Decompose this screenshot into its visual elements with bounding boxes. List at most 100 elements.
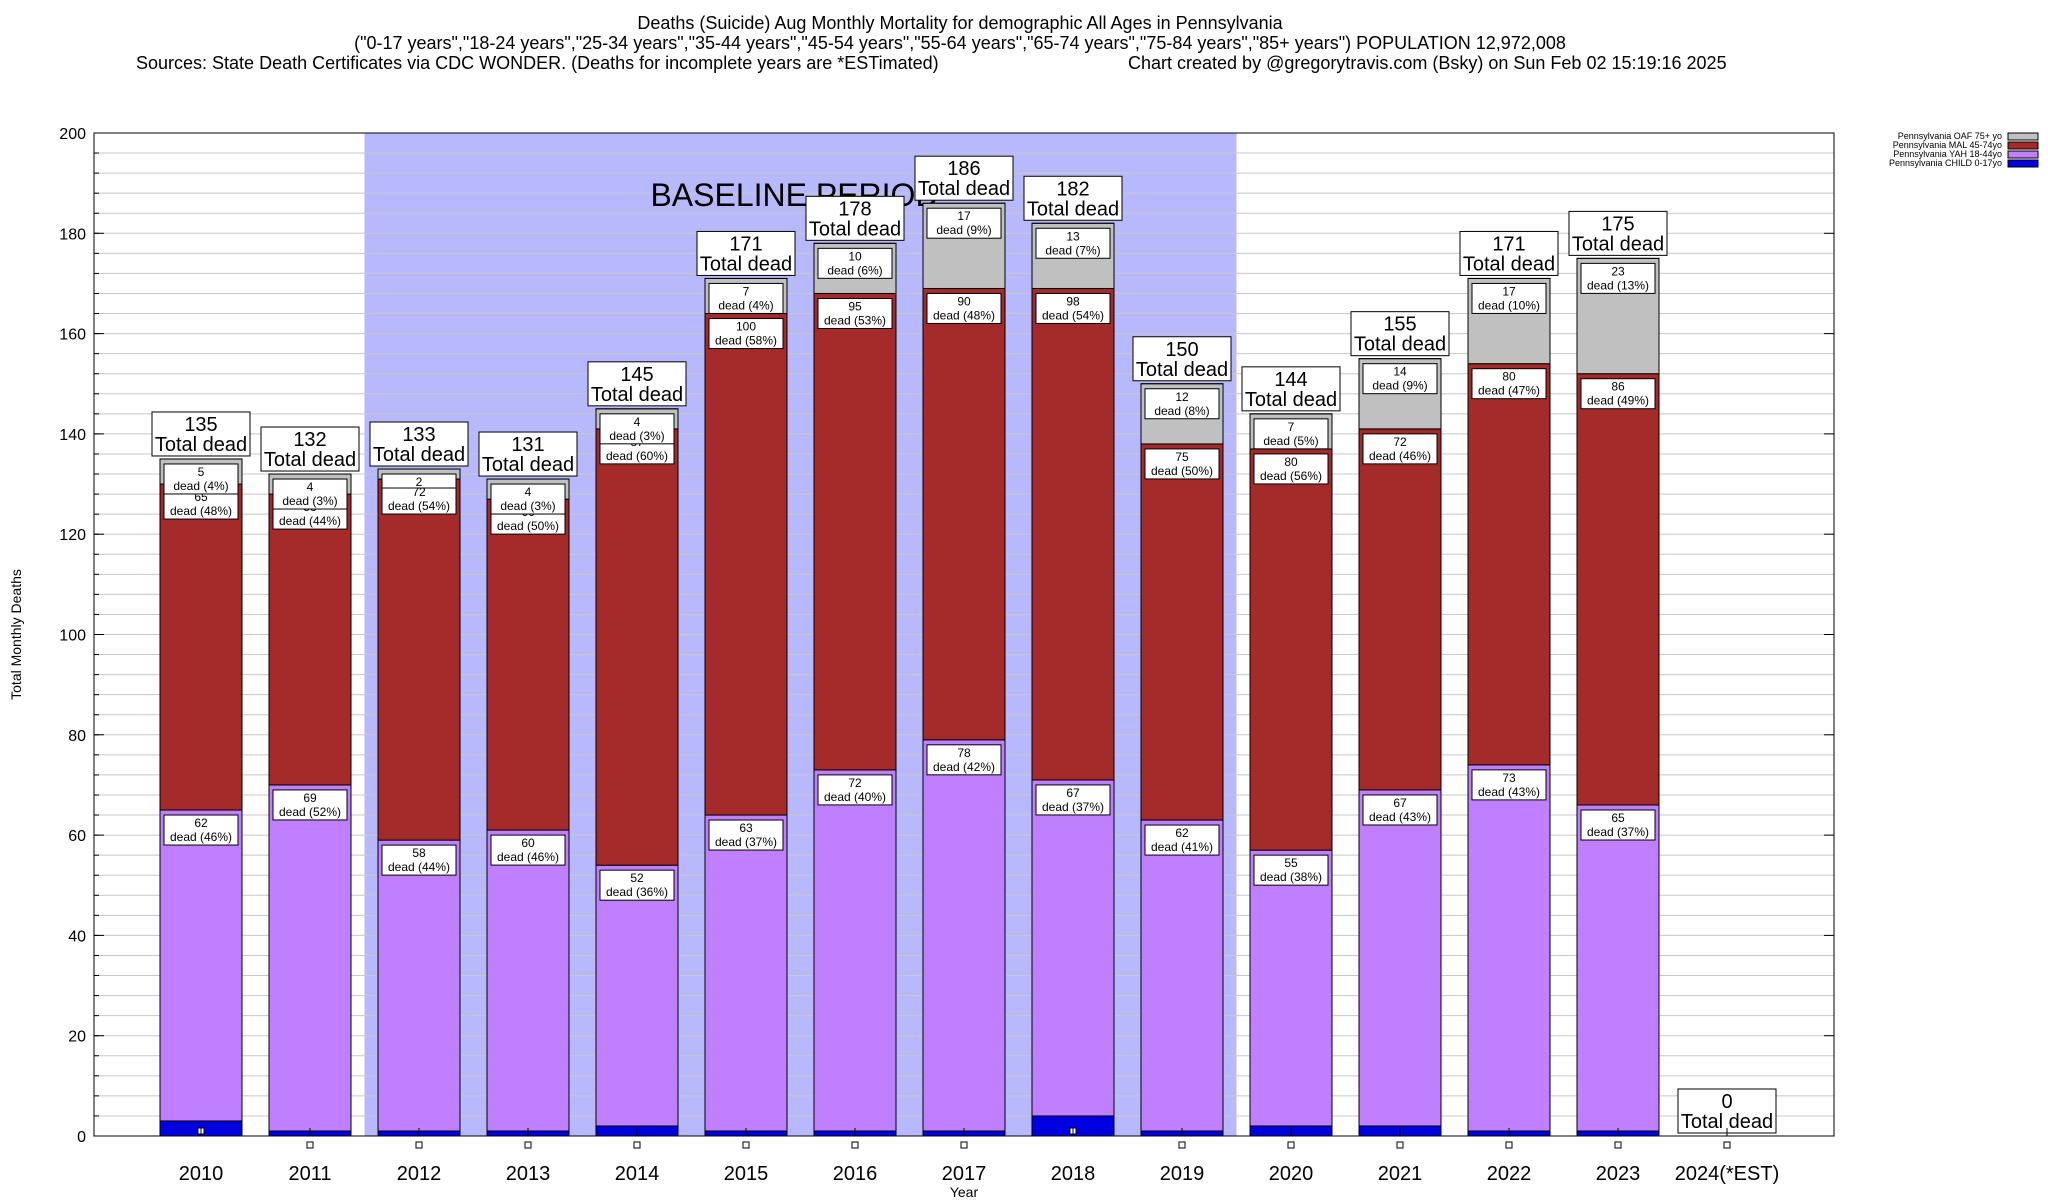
total-label-box <box>587 361 687 407</box>
total-label-text: Total dead <box>264 449 356 471</box>
y-tick-label: 160 <box>59 327 86 344</box>
segment-label-value: 78 <box>957 746 971 760</box>
y-tick-label: 140 <box>59 427 86 444</box>
x-axis-label: Year <box>950 1184 979 1200</box>
total-label-text: Total dead <box>373 444 465 466</box>
bar-segment <box>704 313 788 816</box>
bar-segment <box>1249 849 1333 1127</box>
segment-label-value: 7 <box>743 284 750 298</box>
chart-sources: Sources: State Death Certificates via CD… <box>136 53 939 73</box>
segment-label-value: 10 <box>848 249 862 263</box>
bar-segment <box>1467 363 1551 766</box>
bar-marker <box>306 1141 314 1149</box>
bar-segment <box>1140 443 1224 821</box>
total-label-box <box>805 195 905 241</box>
chart-credit: Chart created by @gregorytravis.com (Bsk… <box>1128 53 1727 73</box>
total-label-value: 155 <box>1383 314 1416 336</box>
segment-label-percent: dead (9%) <box>1372 379 1427 393</box>
legend-swatch <box>2007 150 2039 159</box>
total-label-value: 178 <box>838 198 871 220</box>
legend-label: Pennsylvania YAH 18-44yo <box>1893 149 2002 159</box>
total-label-value: 182 <box>1056 178 1089 200</box>
total-label-box <box>914 155 1014 201</box>
total-label-text: Total dead <box>918 178 1010 200</box>
bar-marker <box>633 1141 641 1149</box>
segment-label-percent: dead (4%) <box>718 298 773 312</box>
segment-label-percent: dead (3%) <box>282 494 337 508</box>
segment-label-percent: dead (47%) <box>1478 384 1540 398</box>
segment-label-percent: dead (37%) <box>715 835 777 849</box>
segment-label-box <box>926 207 1002 239</box>
segment-label-box <box>817 297 893 329</box>
segment-label-percent: dead (52%) <box>279 805 341 819</box>
segment-label-value: 63 <box>739 821 753 835</box>
bar-marker <box>1505 1141 1513 1149</box>
x-tick-label: 2015 <box>724 1163 769 1185</box>
x-tick-label: 2016 <box>833 1163 878 1185</box>
segment-label-percent: dead (43%) <box>1478 785 1540 799</box>
bar-segment <box>595 428 679 866</box>
segment-label-box <box>1471 769 1547 801</box>
segment-label-percent: dead (50%) <box>1151 464 1213 478</box>
y-tick-label: 200 <box>59 126 86 143</box>
segment-label-percent: dead (6%) <box>827 263 882 277</box>
bar-segment <box>1031 779 1115 1117</box>
segment-label-box <box>1144 824 1220 856</box>
segment-label-value: 2 <box>416 475 423 489</box>
segment-label-percent: dead (56%) <box>1260 469 1322 483</box>
total-label-text: Total dead <box>1463 253 1555 275</box>
total-label-text: Total dead <box>591 384 683 406</box>
segment-label-value: 60 <box>521 836 535 850</box>
segment-label-percent: dead (4%) <box>173 479 228 493</box>
x-tick-label: 2022 <box>1487 1163 1532 1185</box>
segment-label-value: 62 <box>194 816 208 830</box>
total-label-value: 133 <box>402 424 435 446</box>
segment-label-percent: dead (58%) <box>715 334 777 348</box>
bar-segment <box>268 784 352 1132</box>
total-label-value: 0 <box>1721 1091 1732 1113</box>
segment-label-box <box>817 247 893 279</box>
segment-label-percent: dead (44%) <box>388 860 450 874</box>
segment-label-box <box>708 282 784 314</box>
total-label-text: Total dead <box>1136 359 1228 381</box>
total-label-text: Total dead <box>1245 389 1337 411</box>
bar-segment <box>704 814 788 1132</box>
segment-label-percent: dead (7%) <box>1045 243 1100 257</box>
segment-label-value: 69 <box>303 791 317 805</box>
segment-label-box <box>1253 453 1329 485</box>
y-tick-label: 180 <box>59 226 86 243</box>
total-label-box <box>1568 210 1668 256</box>
total-label-box <box>369 421 469 467</box>
bar-segment <box>1358 428 1442 791</box>
total-label-text: Total dead <box>155 434 247 456</box>
segment-label-box <box>1144 448 1220 480</box>
total-label-text: Total dead <box>700 253 792 275</box>
bar-segment <box>1140 819 1224 1132</box>
segment-label-box <box>1253 418 1329 450</box>
segment-label-box <box>1362 794 1438 826</box>
segment-label-value: 4 <box>525 485 532 499</box>
bar-segment <box>922 287 1006 741</box>
segment-label-percent: dead (54%) <box>1042 308 1104 322</box>
x-tick-label: 2019 <box>1160 1163 1205 1185</box>
total-label-value: 132 <box>293 429 326 451</box>
bar-marker <box>960 1141 968 1149</box>
total-label-value: 186 <box>947 158 980 180</box>
bar-segment <box>1467 764 1551 1132</box>
segment-label-percent: dead (48%) <box>170 504 232 518</box>
bar-marker <box>524 1141 532 1149</box>
bar-segment <box>595 864 679 1127</box>
y-tick-label: 80 <box>68 728 86 745</box>
bar-marker <box>851 1141 859 1149</box>
bar-segment <box>377 478 461 841</box>
legend-swatch <box>2007 159 2039 168</box>
segment-label-percent: dead (54%) <box>388 499 450 513</box>
total-label-value: 171 <box>729 233 762 255</box>
y-tick-label: 20 <box>68 1029 86 1046</box>
segment-label-value: 13 <box>1066 229 1080 243</box>
segment-label-percent: dead (41%) <box>1151 840 1213 854</box>
total-label-value: 135 <box>184 414 217 436</box>
segment-label-percent: dead (8%) <box>1154 404 1209 418</box>
segment-label-value: 62 <box>1175 826 1189 840</box>
bar-segment <box>1358 789 1442 1127</box>
